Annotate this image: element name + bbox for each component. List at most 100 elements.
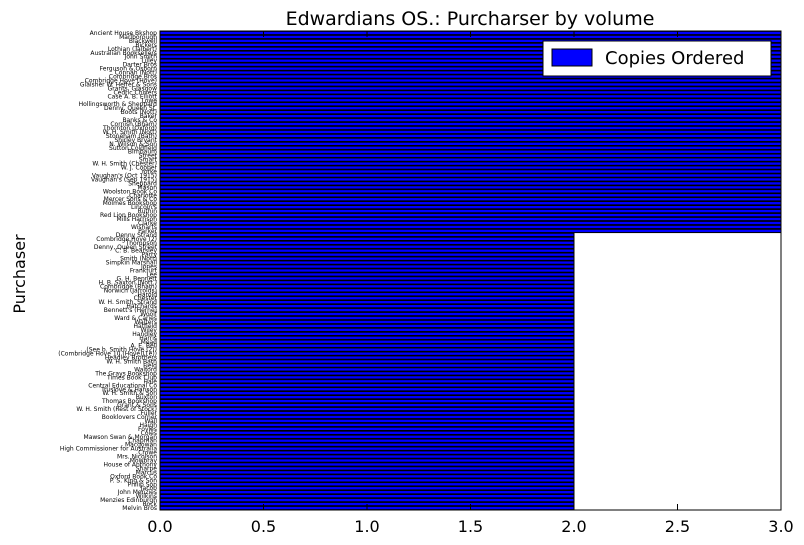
bar <box>159 450 575 455</box>
category-label: Simpkin Marshall <box>106 260 158 267</box>
bar <box>159 201 782 206</box>
category-label: Cornish (Bham) <box>110 121 157 128</box>
category-label: Marcus <box>136 469 157 476</box>
bar <box>159 343 575 348</box>
category-label: Truslove & Hanson <box>100 386 157 393</box>
category-label: Harold <box>137 291 157 298</box>
category-label: Banks & Co <box>122 117 157 124</box>
bar <box>159 296 575 301</box>
bar <box>159 319 575 325</box>
category-label: Macgowan <box>125 442 157 449</box>
category-label: Hatfield <box>134 323 158 330</box>
category-label: Thompson <box>125 240 158 247</box>
bar <box>159 90 782 95</box>
category-label: Mawson Swan & Morgan <box>84 434 158 441</box>
bar <box>159 422 575 428</box>
bar <box>159 355 575 360</box>
category-label: Central Educational Co <box>88 382 157 389</box>
legend-label: Copies Ordered <box>605 48 744 69</box>
bar <box>159 288 575 293</box>
bar <box>159 98 782 103</box>
category-label: W. H. Smith, Strand <box>99 299 158 306</box>
x-tick-label: 0.0 <box>147 517 172 536</box>
bar <box>159 208 782 214</box>
category-label: Lilley <box>141 58 157 65</box>
bar <box>159 434 575 439</box>
bar <box>159 410 575 416</box>
category-label: Red Lion Bookshop <box>100 212 157 219</box>
bar <box>159 272 575 277</box>
category-label: Street <box>139 153 158 160</box>
bar <box>159 244 575 249</box>
category-label: Jones <box>140 264 157 271</box>
bar <box>159 125 782 131</box>
category-label: Birnbaum <box>128 149 157 156</box>
category-label: Philip Son <box>128 481 158 488</box>
category-label: W. H. Smith & Son <box>102 390 157 397</box>
bar <box>159 121 782 127</box>
bar <box>159 363 575 368</box>
bar <box>159 212 782 218</box>
legend: Copies Ordered <box>542 40 772 77</box>
category-label: Wiley <box>141 327 158 334</box>
bar <box>159 177 782 182</box>
bar <box>159 371 575 376</box>
category-label: Grants, Glasgow <box>108 85 157 92</box>
bar <box>159 117 782 123</box>
category-label: W. J. Cooper <box>121 165 158 172</box>
category-label: Ferguson & Osborn <box>100 66 158 73</box>
category-label: Case A. B. Elliott <box>107 93 157 100</box>
category-label: Coles <box>141 430 157 437</box>
bar <box>159 454 575 459</box>
bar <box>159 94 782 99</box>
category-label: Frankfurt <box>130 268 158 275</box>
bar <box>159 220 782 226</box>
bar <box>159 339 575 344</box>
bar <box>159 256 575 261</box>
category-label: Mead <box>141 339 158 346</box>
bar <box>159 181 782 186</box>
bar <box>159 133 782 139</box>
category-label: Darter Bros <box>123 62 157 69</box>
category-label: Rock <box>143 501 158 508</box>
x-tick-label: 2.0 <box>561 517 586 536</box>
category-label: Wilkins <box>136 493 157 500</box>
category-label: Lothian (Talbert) <box>108 46 157 53</box>
x-tick-label: 2.5 <box>665 517 690 536</box>
category-label: Ruthin <box>138 208 158 215</box>
bar <box>159 462 575 467</box>
category-label: Hatchards <box>126 303 157 310</box>
category-label: Denny Strand <box>116 232 157 239</box>
category-label: P. S. King & Son <box>110 477 157 484</box>
bar <box>159 323 575 329</box>
bar <box>159 240 575 245</box>
bar <box>159 426 575 432</box>
category-label: Blackwell <box>129 38 157 45</box>
category-label: Times Book Club <box>106 374 157 381</box>
bar <box>159 458 575 463</box>
category-label: Smith (Nott) <box>120 256 157 263</box>
bar <box>159 197 782 202</box>
bar <box>159 300 575 305</box>
bar <box>159 102 782 107</box>
bar <box>159 466 575 471</box>
bar <box>159 161 782 166</box>
category-label: Mrs. Nicolson <box>117 454 157 461</box>
category-label: H. B. Saxton (Nott.) <box>99 279 157 286</box>
bar <box>159 335 575 340</box>
category-label: Smart <box>139 157 158 164</box>
bar <box>159 474 575 479</box>
bar <box>159 78 782 83</box>
legend-swatch <box>551 48 593 67</box>
bar <box>159 383 575 388</box>
category-label: Thornton (Oxford) <box>102 125 157 132</box>
bar <box>159 169 782 174</box>
bar <box>159 106 782 111</box>
bars-layer <box>159 30 782 511</box>
bar <box>159 292 575 297</box>
category-label: Sheppard <box>128 180 157 187</box>
bar <box>159 402 575 408</box>
bar <box>159 307 575 313</box>
bar <box>159 395 575 400</box>
